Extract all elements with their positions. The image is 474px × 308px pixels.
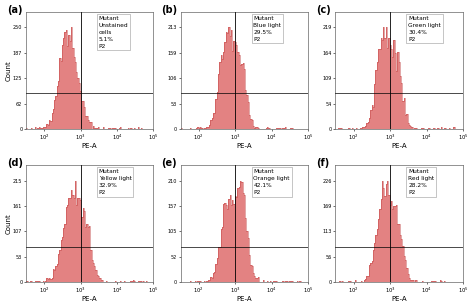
Text: (d): (d) bbox=[7, 158, 23, 168]
Text: Mutant
Unstained
cells
5.1%
P2: Mutant Unstained cells 5.1% P2 bbox=[99, 15, 128, 49]
Text: Mutant
Yellow light
32.9%
P2: Mutant Yellow light 32.9% P2 bbox=[99, 169, 131, 195]
X-axis label: PE-A: PE-A bbox=[237, 143, 252, 149]
Y-axis label: Count: Count bbox=[6, 213, 11, 234]
Y-axis label: Count: Count bbox=[6, 60, 11, 81]
Text: Mutant
Orange light
42.1%
P2: Mutant Orange light 42.1% P2 bbox=[254, 169, 290, 195]
Text: (c): (c) bbox=[316, 5, 331, 15]
X-axis label: PE-A: PE-A bbox=[82, 143, 98, 149]
Text: (a): (a) bbox=[7, 5, 22, 15]
X-axis label: PE-A: PE-A bbox=[392, 143, 407, 149]
Text: Mutant
Green light
30.4%
P2: Mutant Green light 30.4% P2 bbox=[408, 15, 441, 42]
Text: (b): (b) bbox=[162, 5, 178, 15]
X-axis label: PE-A: PE-A bbox=[82, 296, 98, 302]
Text: (e): (e) bbox=[162, 158, 177, 168]
Text: Mutant
Red light
28.2%
P2: Mutant Red light 28.2% P2 bbox=[408, 169, 434, 195]
X-axis label: PE-A: PE-A bbox=[392, 296, 407, 302]
Text: Mutant
Blue light
29.5%
P2: Mutant Blue light 29.5% P2 bbox=[254, 15, 281, 42]
X-axis label: PE-A: PE-A bbox=[237, 296, 252, 302]
Text: (f): (f) bbox=[316, 158, 329, 168]
